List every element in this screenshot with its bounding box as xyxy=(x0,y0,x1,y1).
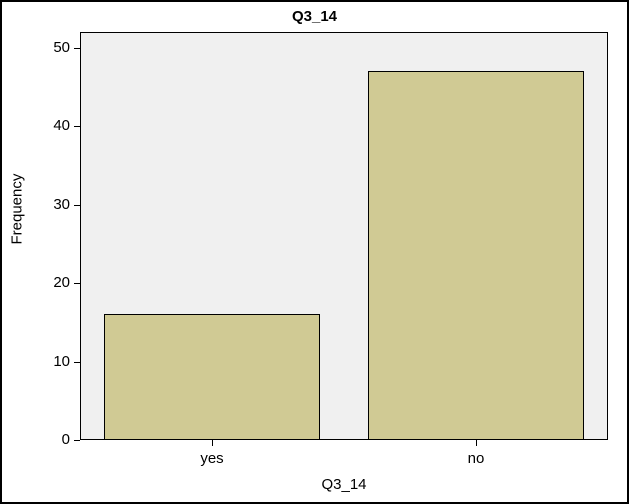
x-tick-label: yes xyxy=(162,450,262,467)
y-tick-label: 50 xyxy=(40,39,70,56)
y-tick-mark xyxy=(74,440,80,441)
x-axis-label: Q3_14 xyxy=(80,476,608,493)
bar xyxy=(104,314,320,440)
y-tick-mark xyxy=(74,126,80,127)
y-tick-mark xyxy=(74,283,80,284)
y-tick-label: 40 xyxy=(40,117,70,134)
y-tick-label: 0 xyxy=(40,431,70,448)
y-tick-label: 20 xyxy=(40,274,70,291)
y-tick-label: 10 xyxy=(40,353,70,370)
y-tick-mark xyxy=(74,205,80,206)
y-tick-mark xyxy=(74,362,80,363)
y-axis-label: Frequency xyxy=(9,225,26,245)
chart-title: Q3_14 xyxy=(2,8,627,25)
x-tick-label: no xyxy=(426,450,526,467)
y-tick-label: 30 xyxy=(40,196,70,213)
x-tick-mark xyxy=(212,440,213,446)
bar xyxy=(368,71,584,440)
chart-container: Q3_14 Frequency Q3_14 0 10 20 30 40 50 yes no xyxy=(0,0,629,504)
y-tick-mark xyxy=(74,48,80,49)
x-tick-mark xyxy=(476,440,477,446)
